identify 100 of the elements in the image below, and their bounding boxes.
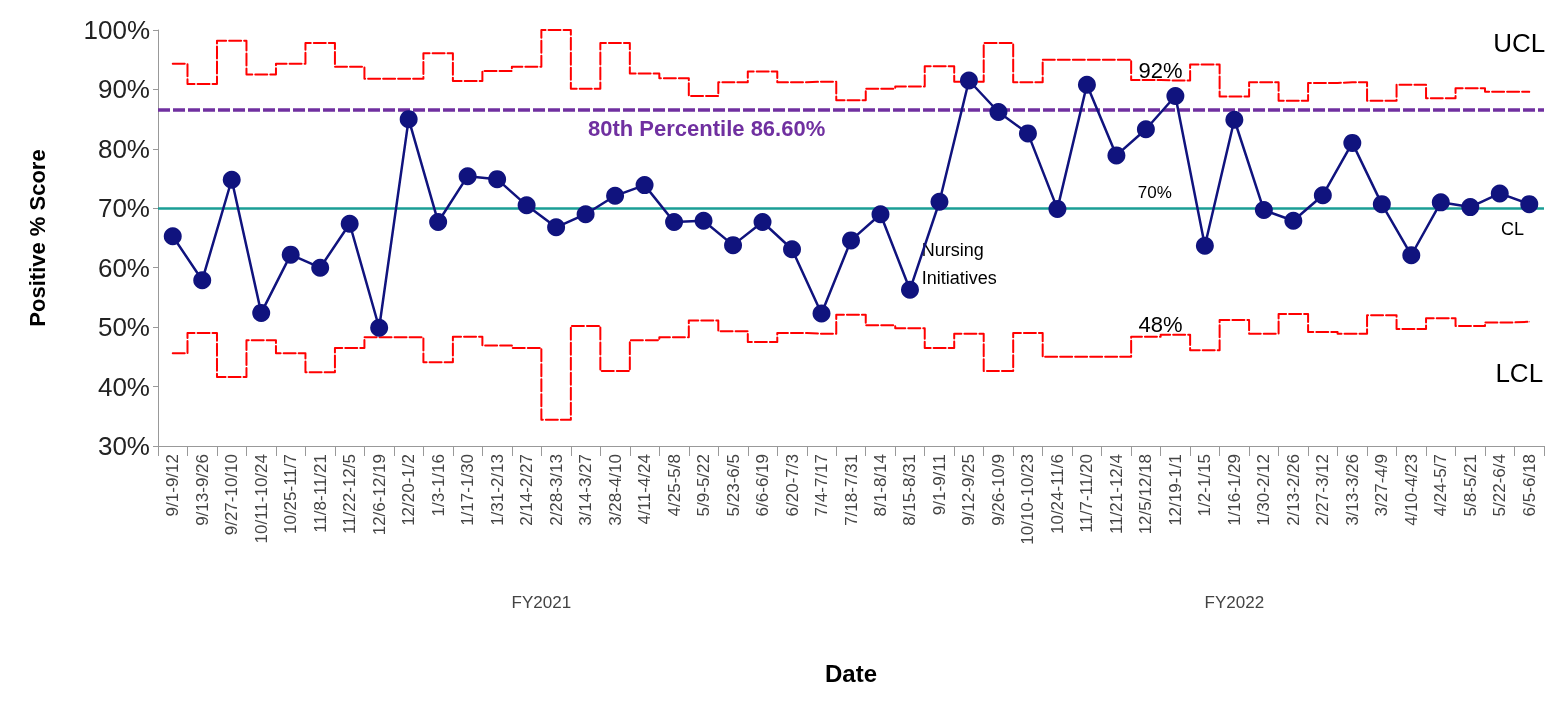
x-tick-label: 5/23-6/5 — [723, 454, 743, 517]
y-tick-label: 30% — [97, 431, 150, 461]
x-tick-label: 12/19-1/1 — [1165, 454, 1185, 526]
series-label: LCL — [1495, 358, 1544, 389]
x-tick-label: 9/1-9/12 — [163, 454, 183, 517]
point — [1077, 75, 1096, 94]
point — [694, 211, 713, 230]
x-tick-label: 7/4-7/17 — [812, 454, 832, 517]
point — [517, 196, 536, 215]
point — [1461, 198, 1480, 217]
point — [193, 271, 212, 290]
point — [1136, 120, 1155, 139]
point — [1490, 184, 1509, 203]
point — [1372, 195, 1391, 214]
x-tick-label: 9/13-9/26 — [192, 454, 212, 526]
x-tick-label: 10/10-10/23 — [1018, 454, 1038, 545]
x-tick-label: 12/5/12/18 — [1136, 454, 1156, 535]
x-tick-label: 12/20-1/2 — [399, 454, 419, 526]
point — [842, 231, 860, 250]
x-tick-label: 2/14-2/27 — [517, 454, 537, 526]
x-tick-label: 5/22-6/4 — [1490, 454, 1510, 517]
point — [163, 227, 182, 246]
point — [665, 212, 684, 231]
x-tick-label: 6/5-6/18 — [1519, 454, 1539, 517]
point — [1284, 211, 1303, 230]
point — [1225, 110, 1244, 129]
point — [1048, 199, 1067, 218]
y-tick-label: 90% — [97, 74, 150, 105]
x-tick-label: 9/27-10/10 — [222, 454, 242, 536]
x-tick-label: 1/16-1/29 — [1224, 454, 1244, 526]
x-tick-label: 4/11-4/24 — [635, 454, 655, 525]
x-tick-label: 9/1-9/11 — [929, 454, 949, 516]
x-tick-label: 1/31-2/13 — [487, 454, 507, 526]
x-tick-label: 4/24-5/7 — [1431, 454, 1451, 517]
y-tick-label: 40% — [97, 371, 150, 402]
point — [1107, 146, 1126, 165]
x-tick-label: 2/13-2/26 — [1283, 454, 1303, 526]
point — [1018, 124, 1037, 143]
x-tick-label: 2/27-3/12 — [1313, 454, 1333, 526]
x-tick-label: 6/6-6/19 — [753, 454, 773, 517]
point — [812, 304, 831, 323]
x-tick-label: 3/28-4/10 — [605, 454, 625, 526]
annotation: 92% — [1138, 57, 1183, 83]
y-axis-title: Positive % Score — [24, 149, 50, 327]
x-tick-label: 1/2-1/15 — [1195, 454, 1215, 517]
x-axis-title: Date — [824, 659, 878, 687]
point — [606, 186, 625, 205]
y-tick-label: 50% — [97, 312, 150, 343]
point — [1402, 246, 1421, 265]
point — [753, 212, 772, 231]
point — [576, 205, 595, 224]
point — [783, 240, 802, 259]
text: FY2022 — [1204, 592, 1265, 612]
point — [1313, 186, 1332, 205]
annotation: 48% — [1138, 311, 1183, 337]
x-tick-label: 10/25-11/7 — [281, 454, 301, 535]
point — [989, 103, 1008, 122]
x-tick-label: 6/20-7/3 — [782, 454, 802, 517]
point — [281, 245, 300, 264]
point — [635, 176, 654, 195]
y-tick-label: 100% — [83, 15, 150, 45]
point — [1195, 236, 1214, 255]
point — [1520, 195, 1539, 214]
point — [901, 280, 919, 299]
x-tick-label: 5/9-5/22 — [694, 454, 714, 517]
series-label: UCL — [1493, 28, 1546, 59]
point — [1431, 193, 1450, 212]
x-tick-label: 3/27-4/9 — [1372, 454, 1392, 517]
x-tick-label: 11/22-12/5 — [340, 454, 360, 535]
x-tick-label: 1/17-1/30 — [458, 454, 478, 526]
y-tick-label: 80% — [97, 133, 150, 164]
x-tick-label: 1/3-1/16 — [428, 454, 448, 517]
x-tick-label: 3/13-3/26 — [1342, 454, 1362, 526]
x-tick-label: 4/10-4/23 — [1401, 454, 1421, 526]
annotation: Nursing Initiatives — [921, 240, 997, 288]
x-tick-label: 8/1-8/14 — [870, 454, 890, 517]
point — [930, 192, 949, 211]
ref-line-label: CL — [1500, 219, 1524, 240]
x-tick-label: 8/15-8/31 — [900, 454, 920, 526]
x-tick-label: 10/24-11/6 — [1047, 454, 1067, 535]
point — [429, 212, 448, 231]
x-tick-label: 11/8-11/21 — [310, 454, 330, 533]
ref-line-label: 80th Percentile 86.60% — [588, 116, 826, 142]
point — [370, 318, 389, 337]
point — [959, 71, 978, 90]
y-tick-label: 60% — [97, 252, 150, 283]
point — [222, 170, 241, 189]
x-tick-label: 9/26-10/9 — [988, 454, 1008, 526]
point — [488, 170, 507, 189]
x-tick-label: 11/21-12/4 — [1106, 454, 1126, 535]
point — [1343, 133, 1362, 152]
x-tick-label: 3/14-3/27 — [576, 454, 596, 526]
x-tick-label: 4/25-5/8 — [664, 454, 684, 517]
point — [871, 205, 890, 224]
x-tick-label: 5/8-5/21 — [1460, 454, 1480, 517]
x-tick-label: 11/7-11/20 — [1077, 454, 1097, 533]
point — [547, 218, 566, 237]
x-tick-label: 1/30-2/12 — [1254, 454, 1274, 526]
point — [458, 167, 477, 186]
point — [1254, 201, 1273, 220]
